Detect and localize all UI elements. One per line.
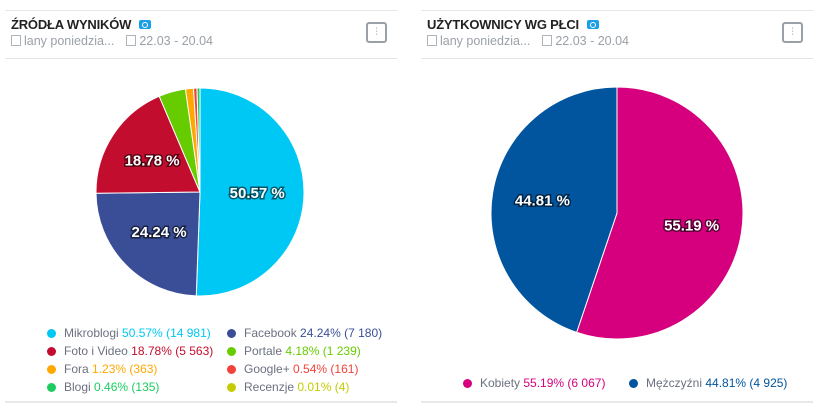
legend-dot-icon	[227, 383, 236, 392]
legend-item[interactable]: Kobiety 55.19% (6 067)	[463, 376, 605, 390]
legend-dot-icon	[227, 347, 236, 356]
slice-label: 18.78 %	[125, 153, 180, 170]
card-subtitle: lany poniedzia... 22.03 - 20.04	[11, 34, 213, 48]
pie-slice-facebook[interactable]	[95, 191, 201, 297]
legend-item[interactable]: Google+ 0.54% (161)	[227, 362, 358, 376]
legend-item[interactable]: Blogi 0.46% (135)	[47, 380, 159, 394]
legend-percent: 4.18%	[285, 344, 320, 358]
legend-name: Blogi	[64, 380, 91, 394]
calendar-icon	[126, 35, 137, 46]
legend-item[interactable]: Facebook 24.24% (7 180)	[227, 326, 382, 340]
slice-label: 24.24 %	[132, 224, 187, 241]
slice-label: 44.81 %	[515, 193, 570, 210]
pie-slice-mikroblogi[interactable]	[195, 87, 305, 297]
sources-card: ŹRÓDŁA WYNIKÓW lany poniedzia... 22.03 - …	[5, 10, 397, 403]
legend-count: (7 180)	[344, 326, 383, 340]
legend-item[interactable]: Recenzje 0.01% (4)	[227, 380, 349, 394]
legend-name: Fora	[64, 362, 89, 376]
project-name: lany poniedzia...	[24, 34, 115, 48]
pie-slice-mężczyźni[interactable]	[490, 86, 618, 333]
legend-name: Portale	[244, 344, 283, 358]
settings-sliders-icon[interactable]: ⫶	[782, 22, 803, 43]
legend-count: (1 239)	[322, 344, 361, 358]
slice-label: 55.19 %	[664, 217, 719, 234]
legend-item[interactable]: Portale 4.18% (1 239)	[227, 344, 361, 358]
legend-dot-icon	[47, 347, 56, 356]
card-header: ŹRÓDŁA WYNIKÓW lany poniedzia... 22.03 - …	[5, 11, 397, 59]
legend-name: Kobiety	[480, 376, 521, 390]
date-range: 22.03 - 20.04	[555, 34, 630, 48]
legend-count: (363)	[129, 362, 158, 376]
legend-percent: 55.19%	[523, 376, 565, 390]
legend-percent: 44.81%	[705, 376, 747, 390]
legend-percent: 1.23%	[92, 362, 127, 376]
legend-count: (4)	[334, 380, 350, 394]
legend-dot-icon	[629, 379, 638, 388]
card-title: ŹRÓDŁA WYNIKÓW	[11, 17, 152, 32]
legend-name: Google+	[244, 362, 290, 376]
project-icon	[427, 35, 437, 46]
legend-name: Facebook	[244, 326, 297, 340]
legend-item[interactable]: Mężczyźni 44.81% (4 925)	[629, 376, 787, 390]
legend-count: (4 925)	[749, 376, 788, 390]
calendar-icon	[542, 35, 553, 46]
pie-slice-kobiety[interactable]	[576, 86, 744, 340]
camera-icon[interactable]	[586, 20, 599, 29]
project-name: lany poniedzia...	[440, 34, 531, 48]
legend-item[interactable]: Mikroblogi 50.57% (14 981)	[47, 326, 211, 340]
legend-count: (5 563)	[175, 344, 214, 358]
legend-dot-icon	[227, 329, 236, 338]
legend-item[interactable]: Foto i Video 18.78% (5 563)	[47, 344, 213, 358]
card-title: UŻYTKOWNICY WG PŁCI	[427, 17, 599, 32]
legend-percent: 0.01%	[297, 380, 332, 394]
legend-dot-icon	[47, 365, 56, 374]
legend-count: (161)	[330, 362, 359, 376]
camera-icon[interactable]	[139, 20, 152, 29]
legend-percent: 0.46%	[94, 380, 129, 394]
project-icon	[11, 35, 21, 46]
legend-percent: 18.78%	[131, 344, 172, 358]
pie-slice-foto-i-video[interactable]	[95, 95, 201, 194]
card-header: UŻYTKOWNICY WG PŁCI lany poniedzia... 22.…	[421, 11, 813, 59]
legend-item[interactable]: Fora 1.23% (363)	[47, 362, 157, 376]
legend-dot-icon	[227, 365, 236, 374]
legend-count: (135)	[131, 380, 160, 394]
legend-name: Recenzje	[244, 380, 295, 394]
legend-dot-icon	[47, 383, 56, 392]
card-subtitle: lany poniedzia... 22.03 - 20.04	[427, 34, 629, 48]
legend-dot-icon	[463, 379, 472, 388]
slice-label: 50.57 %	[230, 185, 285, 202]
legend-count: (6 067)	[567, 376, 606, 390]
legend-count: (14 981)	[166, 326, 211, 340]
legend-name: Foto i Video	[64, 344, 128, 358]
legend-name: Mikroblogi	[64, 326, 119, 340]
settings-sliders-icon[interactable]: ⫶	[366, 22, 387, 43]
date-range: 22.03 - 20.04	[139, 34, 214, 48]
legend-dot-icon	[47, 329, 56, 338]
legend-name: Mężczyźni	[646, 376, 703, 390]
legend-percent: 0.54%	[293, 362, 328, 376]
legend-percent: 24.24%	[300, 326, 341, 340]
legend-percent: 50.57%	[122, 326, 163, 340]
